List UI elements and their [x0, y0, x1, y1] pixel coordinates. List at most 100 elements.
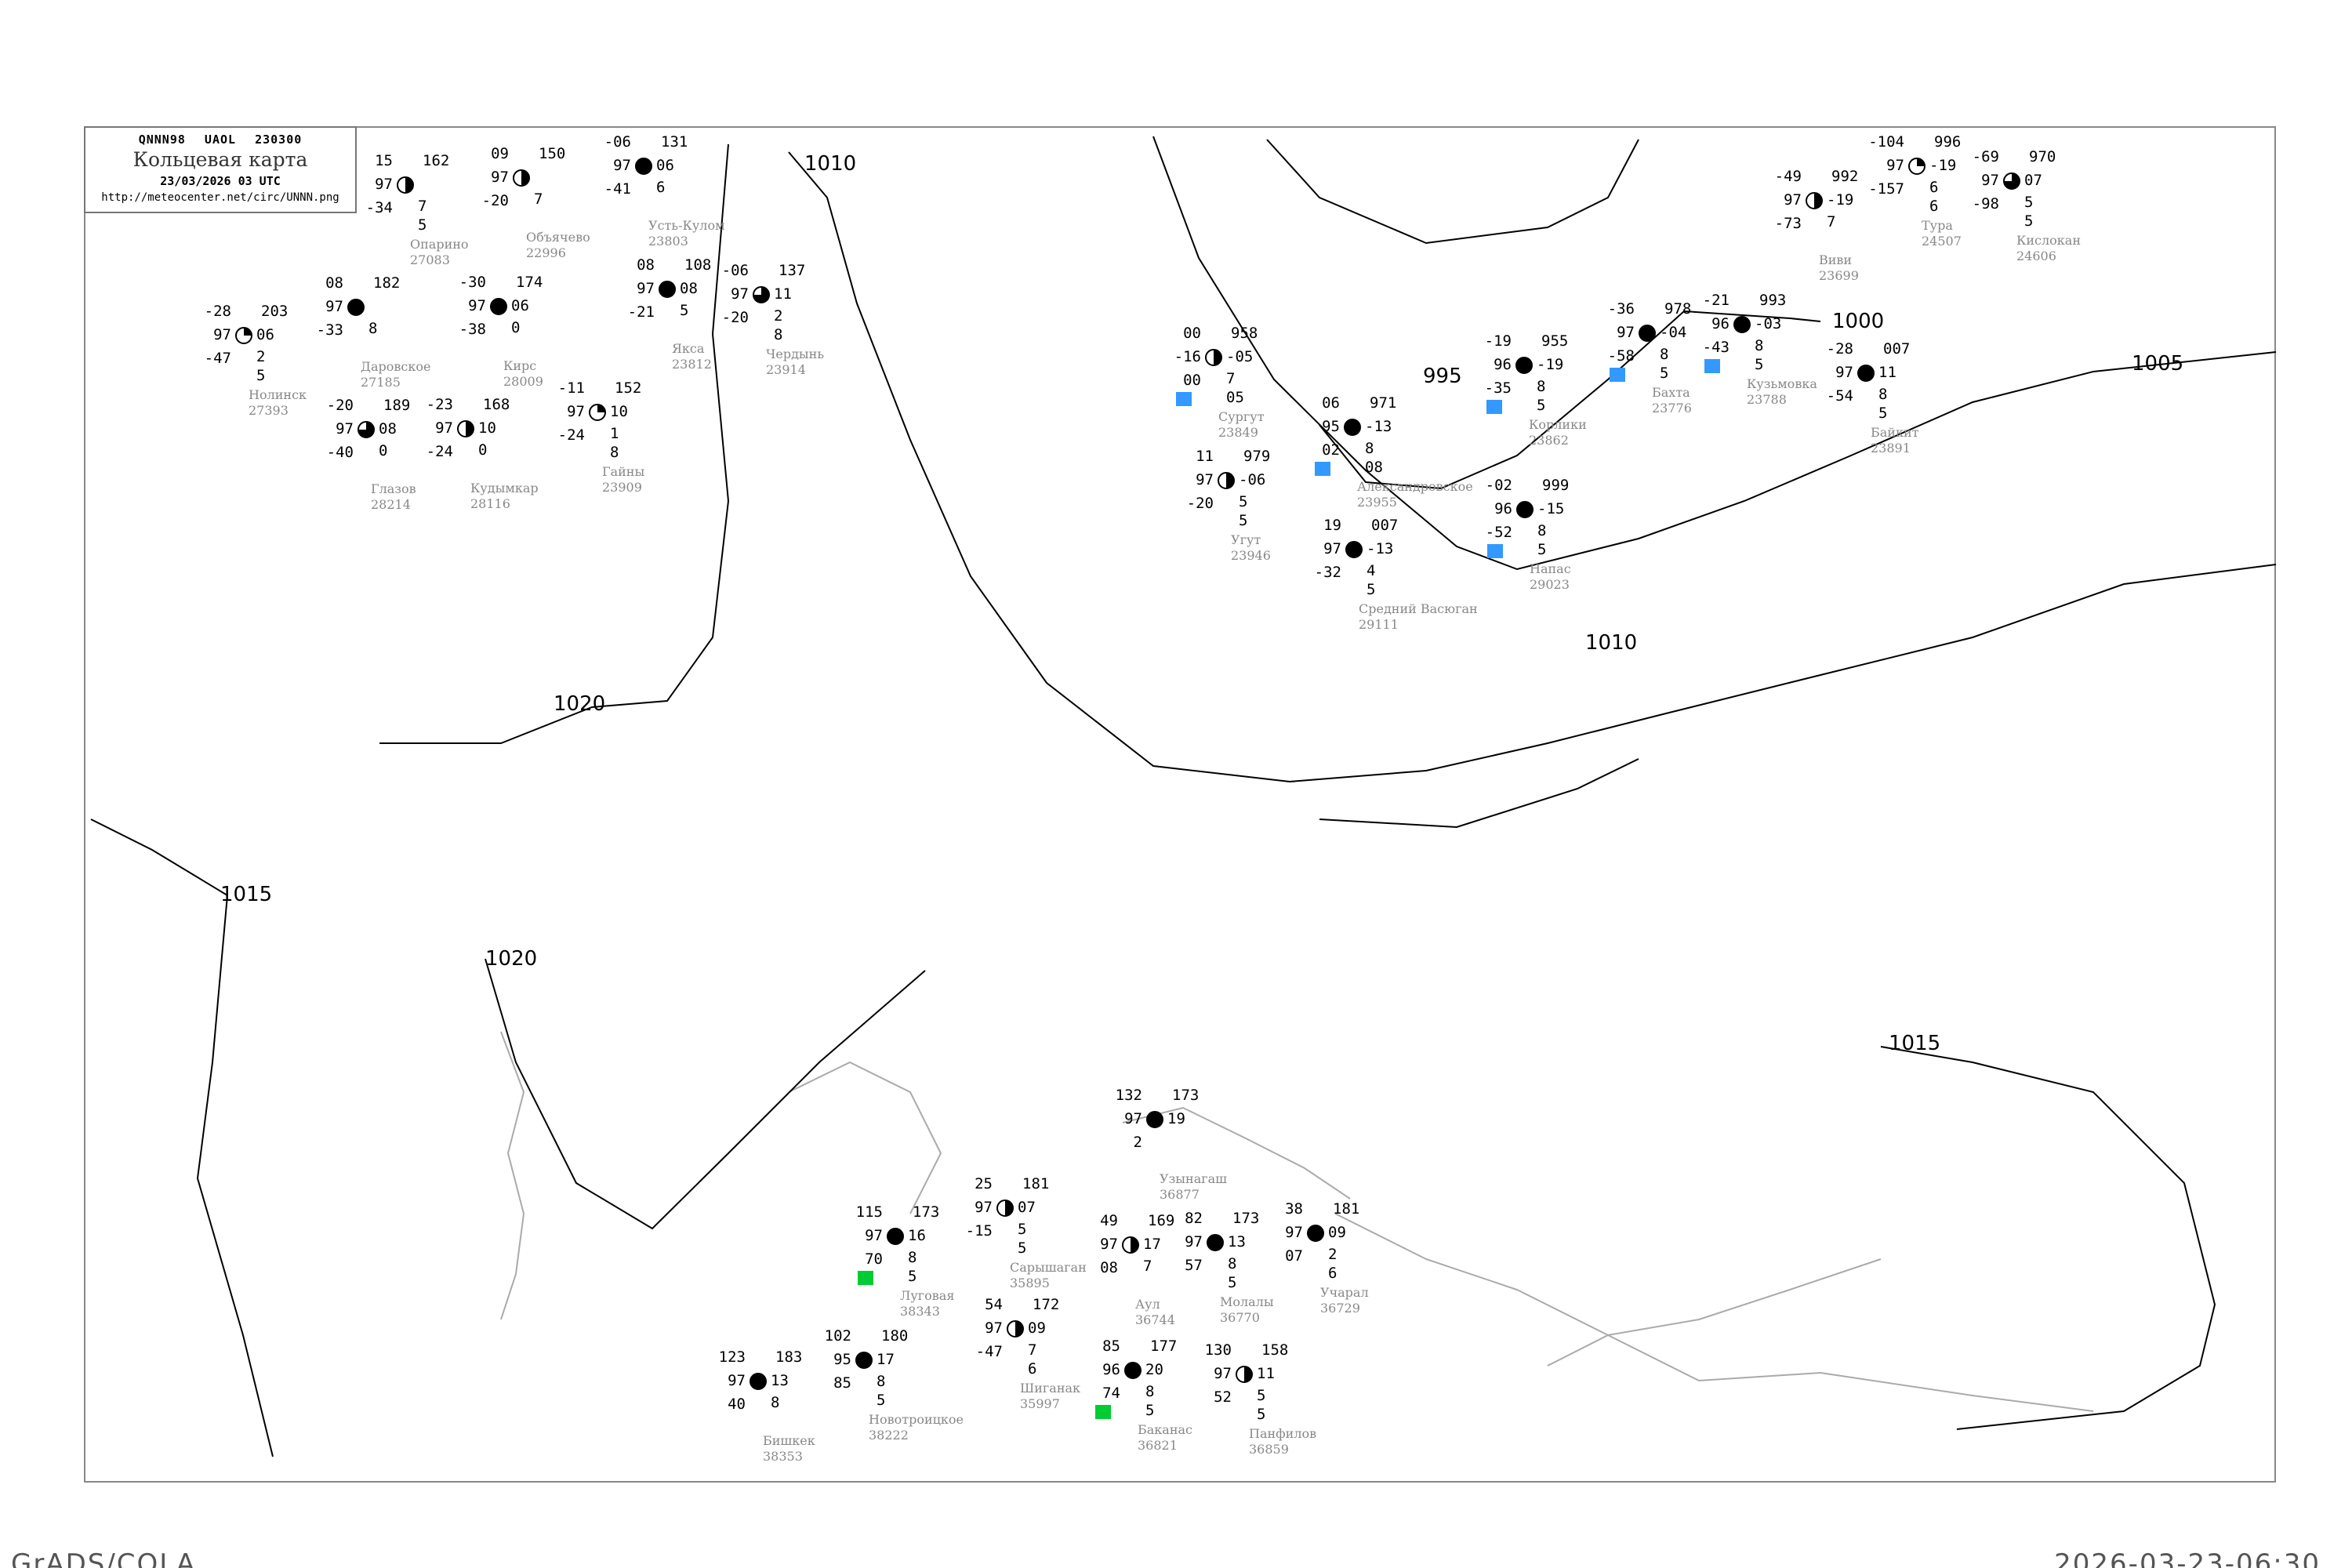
cloud-low: 7 [418, 198, 427, 215]
dewpoint: -34 [365, 199, 393, 216]
pressure: 131 [661, 133, 688, 151]
cloud-cover-icon [589, 404, 606, 421]
coastline [788, 1061, 942, 1214]
temperature: 15 [375, 152, 393, 169]
cloud-cover-icon [753, 286, 770, 303]
pressure: 108 [684, 256, 712, 274]
pressure: 173 [913, 1203, 940, 1221]
cloud-height: 5 [1537, 541, 1547, 558]
temperature: -19 [1484, 332, 1512, 350]
pressure-tendency: 08 [379, 420, 397, 437]
cloud-low: 7 [534, 191, 543, 208]
station-name: Глазов [371, 481, 416, 496]
pressure: 007 [1883, 340, 1911, 358]
dewpoint: -35 [1484, 379, 1512, 397]
pressure: 993 [1759, 292, 1787, 309]
visibility: 97 [1323, 540, 1341, 557]
cloud-low: 1 [610, 425, 619, 442]
visibility: 96 [1494, 356, 1512, 373]
pressure-tendency: 08 [680, 280, 698, 297]
cloud-low: 7 [1827, 213, 1836, 230]
visibility: 97 [1285, 1224, 1303, 1241]
pressure-tendency: 10 [478, 419, 496, 437]
temperature: 115 [855, 1203, 883, 1221]
temperature: 82 [1185, 1210, 1203, 1227]
dewpoint: 07 [1285, 1247, 1303, 1265]
dewpoint: -73 [1774, 215, 1802, 232]
temperature: -06 [721, 262, 749, 279]
temperature: 49 [1100, 1212, 1118, 1229]
station-name: Узынагаш [1160, 1171, 1228, 1186]
station-name: Учарал [1320, 1285, 1369, 1300]
station-name: Бишкек [763, 1433, 815, 1448]
cloud-low: 8 [908, 1249, 917, 1266]
station-name: Сарышаган [1010, 1260, 1087, 1275]
pressure: 173 [1232, 1210, 1260, 1227]
cloud-height: 5 [877, 1392, 886, 1409]
cloud-cover-icon [457, 420, 474, 437]
cloud-cover-icon [397, 176, 414, 194]
temperature: -28 [1826, 340, 1853, 358]
pressure: 182 [373, 274, 401, 292]
dewpoint: 2 [1133, 1134, 1142, 1151]
isobar-line [1319, 758, 1639, 829]
station-name: Объячево [526, 230, 590, 245]
bulletin-code: QNNN98 UAOL 230300 [138, 132, 303, 147]
temperature: -49 [1774, 168, 1802, 185]
station-index: 22996 [526, 245, 566, 260]
isobar-label: 1020 [485, 947, 537, 971]
pressure-tendency: 13 [771, 1372, 789, 1389]
station-name: Кудымкар [470, 481, 539, 495]
cloud-height: 5 [1755, 356, 1764, 373]
cloud-cover-icon [2003, 172, 2020, 190]
visibility: 97 [1981, 172, 1999, 189]
map-header: QNNN98 UAOL 230300 Кольцевая карта 23/03… [84, 126, 357, 213]
visibility: -16 [1174, 348, 1201, 365]
station-index: 29023 [1530, 577, 1570, 592]
cloud-cover-icon [347, 299, 365, 316]
cloud-low: 8 [1660, 346, 1669, 363]
pressure-tendency: 06 [511, 297, 529, 314]
station-name: Аул [1135, 1297, 1160, 1312]
pressure-tendency: 16 [908, 1227, 926, 1244]
pressure: 177 [1150, 1338, 1178, 1355]
temperature: 130 [1204, 1341, 1232, 1359]
pressure-tendency: 07 [1018, 1199, 1036, 1216]
rain-marker [1095, 1405, 1111, 1419]
visibility: 96 [1102, 1361, 1120, 1378]
station-index: 38222 [869, 1428, 909, 1443]
dewpoint: -20 [481, 192, 509, 209]
visibility: 97 [213, 326, 231, 343]
visibility: 97 [1185, 1233, 1203, 1250]
pressure: 183 [775, 1348, 803, 1366]
station-index: 23955 [1357, 495, 1397, 510]
pressure: 150 [539, 145, 566, 162]
cloud-cover-icon [1857, 365, 1875, 382]
cloud-height: 8 [610, 444, 619, 461]
isobar-line [1880, 1046, 2216, 1430]
temperature: -21 [1702, 292, 1730, 309]
temperature: -36 [1607, 300, 1635, 318]
pressure: 203 [261, 303, 289, 320]
pressure: 158 [1261, 1341, 1289, 1359]
cloud-low: 8 [877, 1373, 886, 1390]
temperature: -30 [459, 274, 486, 291]
visibility: 97 [613, 157, 631, 174]
station-index: 23914 [766, 362, 806, 377]
cloud-cover-icon [1806, 192, 1823, 209]
station-name: Напас [1530, 561, 1571, 576]
cloud-height: 5 [1660, 365, 1669, 382]
isobar-label: 1015 [1889, 1032, 1940, 1055]
isobar-line [379, 143, 730, 744]
station-name: Баканас [1138, 1422, 1192, 1437]
station-index: 23862 [1529, 433, 1569, 448]
cloud-height: 5 [1145, 1402, 1155, 1419]
dewpoint: -43 [1702, 339, 1730, 356]
cloud-low: 8 [1228, 1255, 1237, 1272]
cloud-cover-icon [1516, 501, 1534, 518]
station-index: 29111 [1359, 617, 1399, 632]
cloud-low: 8 [1365, 440, 1374, 457]
dewpoint: 00 [1183, 372, 1201, 389]
dewpoint: -20 [1186, 495, 1214, 512]
cloud-low: 2 [774, 307, 783, 325]
